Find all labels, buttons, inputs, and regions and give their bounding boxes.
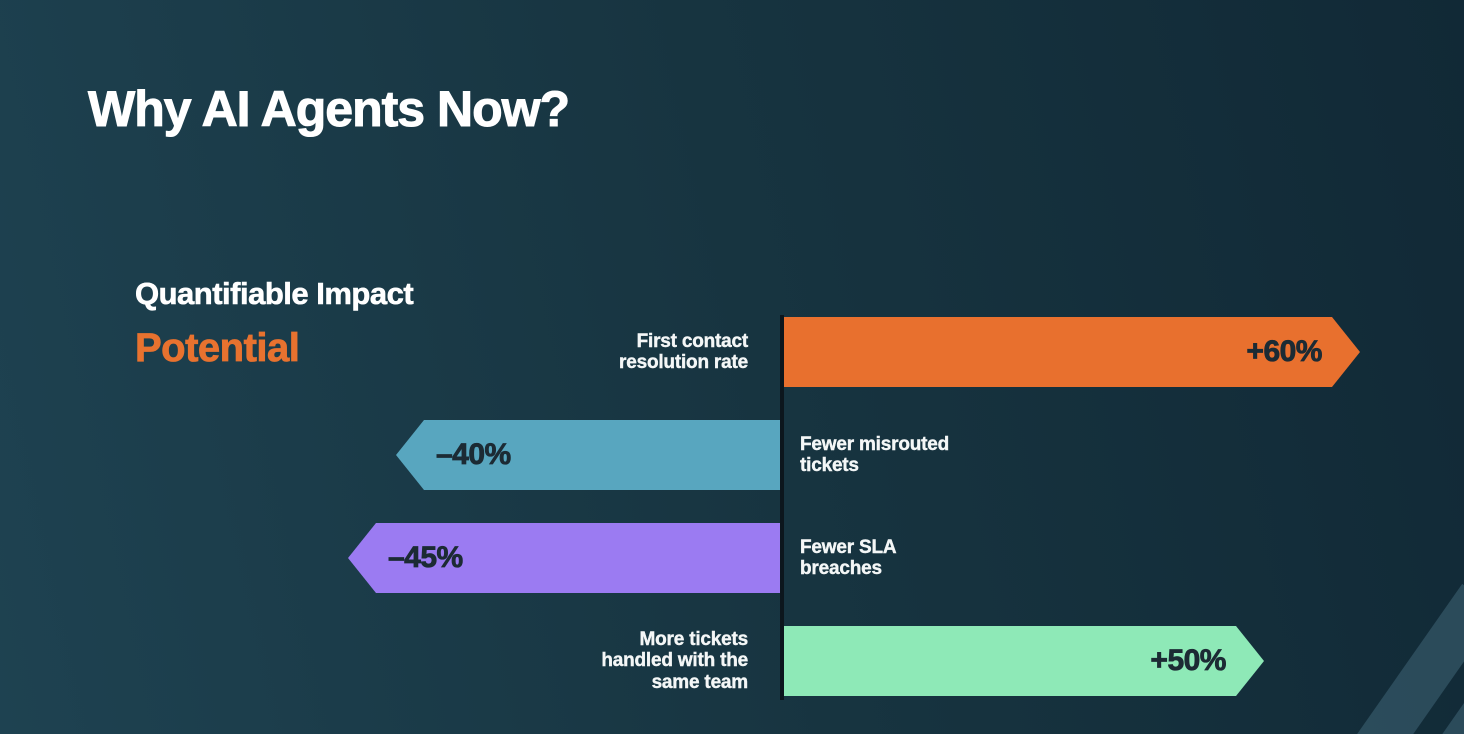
bar-value-label: –40% — [436, 438, 512, 472]
bar-arrow: –45% — [348, 523, 780, 593]
category-label: First contact resolution rate — [428, 317, 749, 387]
bar-value-label: +60% — [1246, 335, 1322, 368]
category-label-text: First contact resolution rate — [619, 330, 749, 373]
category-label-text: More tickets handled with the same team — [601, 628, 748, 693]
chart-axis-line — [780, 315, 784, 700]
slide-title: Why AI Agents Now? — [87, 81, 570, 138]
bar-arrow: –40% — [396, 420, 780, 490]
category-label: More tickets handled with the same team — [428, 626, 748, 696]
category-label: Fewer misrouted tickets — [800, 420, 1120, 490]
chart-subtitle-potential: Potential — [135, 326, 301, 371]
bar-arrow: +50% — [784, 626, 1264, 696]
bar-arrow: +60% — [784, 317, 1360, 387]
bar-value-label: –45% — [388, 541, 464, 575]
chart-subtitle-impact: Quantifiable Impact — [135, 276, 414, 312]
category-label-text: Fewer misrouted tickets — [800, 433, 950, 476]
category-label: Fewer SLA breaches — [800, 523, 1120, 593]
bar-value-label: +50% — [1150, 644, 1226, 677]
category-label-text: Fewer SLA breaches — [800, 536, 897, 579]
